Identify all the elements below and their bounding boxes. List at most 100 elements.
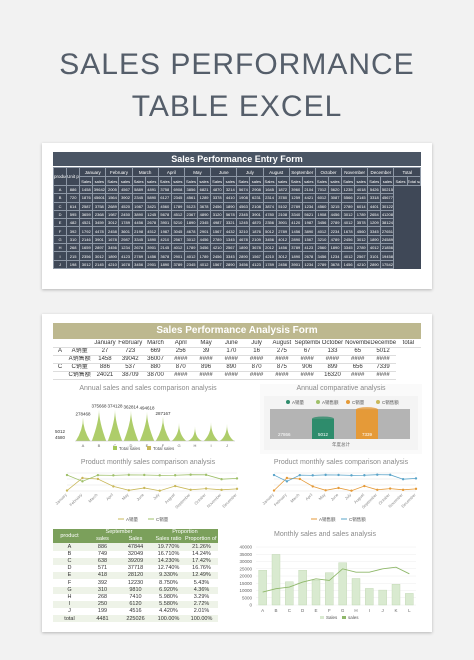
area-spike [107, 409, 123, 441]
subheader-cell: Sales [119, 536, 152, 544]
table-cell: 2890 [236, 251, 251, 261]
table-cell: 4123 [249, 259, 264, 269]
x-tick-label: J [226, 443, 228, 448]
area-spike [219, 423, 235, 441]
legend-label: A销售额 [319, 516, 336, 523]
entry-table: productUnit priceJanuaryFebruaryMarchApr… [52, 167, 422, 269]
x-tick-label: September [174, 492, 192, 510]
x-tick-label: E [314, 608, 317, 613]
subheader-sales-sum: sales [223, 176, 238, 186]
bar-total [270, 409, 410, 439]
header-month: February [105, 167, 133, 177]
table-cell: F [52, 226, 68, 236]
table-cell: 7410 [129, 593, 142, 600]
x-tick-label: July [152, 492, 161, 501]
table-cell: 6012 [314, 193, 329, 203]
table-cell: 1678 [118, 259, 133, 269]
y-tick-label: 5000 [242, 595, 253, 600]
subheader-sales-sum: sales [144, 176, 159, 186]
data-point [220, 488, 223, 492]
subheader-sales-sum: sales [170, 176, 185, 186]
table-cell: 2908 [249, 184, 264, 195]
table-cell: 2587 [79, 201, 94, 211]
table-cell: 19458 [380, 251, 395, 261]
legend-label: sales [348, 615, 359, 620]
total-cell: 4481 [86, 615, 119, 623]
table-cell: 37718 [127, 565, 144, 572]
table-cell: 870 [168, 363, 194, 372]
data-point [143, 486, 146, 490]
table-cell: 1876 [79, 193, 94, 203]
table-cell: 2890 [288, 234, 303, 245]
series-line [66, 474, 238, 482]
data-point [189, 488, 192, 491]
table-cell: 890 [218, 363, 244, 372]
subheader-cell: Proportion of sales [185, 536, 218, 544]
data-point [235, 487, 239, 491]
data-point [272, 489, 276, 492]
table-cell: 21.26% [185, 543, 218, 551]
table-cell: E [53, 572, 86, 580]
table-cell: 47844 [119, 543, 152, 551]
table-cell: 2678 [301, 251, 316, 261]
x-tick-label: June [135, 492, 145, 502]
table-cell: 2567 [223, 243, 238, 253]
table-cell: 4210 [210, 243, 225, 253]
data-point [235, 477, 239, 480]
table-row: C 614 2587 3758 2689 4520 1987 3421 4560 1789 5123… [52, 201, 421, 211]
table-cell: 6231 [249, 193, 264, 203]
table-cell: 3601 [118, 226, 133, 236]
table-cell: 1890 [157, 259, 172, 269]
subheader-sales-sum: sales [118, 176, 133, 186]
table-cell: 4410 [223, 193, 238, 203]
legend-swatch [376, 400, 380, 404]
table-cell: 3960 [288, 184, 303, 195]
legend-swatch [286, 400, 290, 404]
table-cell: 1564 [105, 193, 120, 203]
analysis-form-card: Sales Performance Analysis Form January F… [42, 314, 432, 632]
table-cell: 16 [243, 347, 270, 356]
table-cell: G [52, 234, 68, 245]
table-cell: 2108 [249, 201, 264, 211]
table-cell: 24021 [92, 371, 118, 380]
table-cell: 4456 [327, 209, 343, 220]
bar-cap [312, 416, 334, 422]
x-tick-label: B [98, 443, 101, 448]
table-row: H 268 1659 2897 3456 1234 2678 3901 2145 4012 1789… [52, 243, 421, 253]
table-cell: A [53, 543, 86, 551]
table-cell: 1659 [79, 243, 94, 253]
table-cell: 2567 [170, 234, 185, 245]
table-cell: 1456 [144, 251, 159, 261]
data-point [388, 473, 392, 477]
table-row: F 392 1792 4478 2458 3601 2198 4512 1987 3045 4678… [52, 226, 421, 236]
table-cell: 3890 [301, 226, 316, 236]
table-cell: 2145 [157, 243, 172, 253]
table-cell: 41208 [380, 209, 395, 220]
table-cell: 4512 [170, 209, 185, 220]
table-cell: 3456 [236, 259, 251, 269]
table-cell: 2654 [367, 209, 382, 220]
table-cell: 4561 [183, 193, 199, 203]
table-cell: 2456 [275, 259, 290, 269]
table-cell: #### [345, 371, 371, 380]
data-point [173, 474, 177, 477]
table-cell: 2198 [131, 226, 146, 236]
subheader-sales-sum: sales [249, 176, 264, 186]
table-cell: 3318 [367, 193, 382, 203]
table-cell: 2458 [105, 226, 120, 236]
area-spike [203, 422, 219, 441]
table-cell: 38709 [117, 371, 143, 380]
table-cell: 4987 [210, 218, 225, 228]
table-cell: 1987 [131, 201, 146, 211]
table-cell: 275 [269, 347, 295, 356]
table-cell: 1245 [144, 209, 159, 220]
page-title-line2: TABLE EXCEL [131, 90, 343, 123]
table-cell: 5678 [157, 209, 172, 220]
table-cell: 5.580% [152, 600, 185, 609]
table-cell: 5210 [170, 218, 185, 228]
subheader-sales: Sales [79, 176, 94, 186]
table-total-row: total 4481 225026 100.00% 100.00% [53, 615, 218, 623]
table-cell: 875 [269, 363, 295, 372]
series-line [273, 477, 417, 492]
table-cell: 38700 [142, 371, 169, 380]
